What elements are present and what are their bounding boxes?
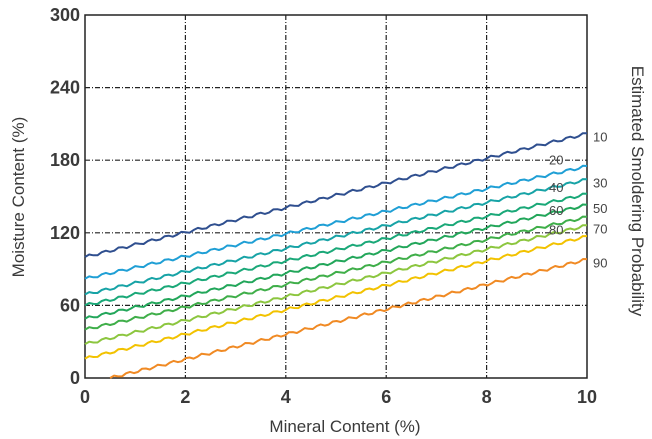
series-lines — [84, 132, 588, 379]
y-tick-labels: 0 60 120 180 240 300 — [50, 5, 80, 388]
series-label-30: 30 — [593, 176, 607, 191]
series-line-70 — [84, 224, 587, 345]
series-line-20 — [84, 164, 588, 280]
y-tick-label: 300 — [50, 5, 80, 25]
series-label-60: 60 — [549, 203, 563, 218]
grid — [85, 15, 587, 378]
x-tick-label: 10 — [577, 387, 597, 407]
y-tick-label: 120 — [50, 223, 80, 243]
series-label-90: 90 — [593, 255, 607, 270]
right-axis-label: Estimated Smoldering Probability — [628, 66, 647, 317]
y-tick-label: 60 — [60, 295, 80, 315]
series-label-70: 70 — [593, 222, 607, 237]
x-tick-label: 4 — [281, 387, 291, 407]
series-line-30 — [84, 178, 588, 296]
series-line-80 — [84, 235, 587, 360]
x-axis-label: Mineral Content (%) — [269, 417, 420, 436]
plot-frame — [84, 14, 588, 379]
series-line-50 — [84, 203, 588, 320]
y-axis-label: Moisture Content (%) — [9, 117, 28, 278]
x-tick-label: 2 — [180, 387, 190, 407]
series-line-90 — [109, 258, 588, 379]
series-line-10 — [84, 132, 588, 258]
series-labels: 10 20 30 40 50 60 70 80 90 — [549, 130, 607, 271]
y-tick-label: 240 — [50, 78, 80, 98]
series-label-20: 20 — [549, 152, 563, 167]
series-label-50: 50 — [593, 201, 607, 216]
x-tick-label: 6 — [381, 387, 391, 407]
x-tick-label: 0 — [80, 387, 90, 407]
x-tick-label: 8 — [482, 387, 492, 407]
y-tick-label: 0 — [70, 368, 80, 388]
y-tick-label: 180 — [50, 150, 80, 170]
series-label-10: 10 — [593, 130, 607, 145]
series-label-80: 80 — [549, 222, 563, 237]
series-line-60 — [84, 215, 588, 331]
x-tick-labels: 0 2 4 6 8 10 — [80, 387, 597, 407]
series-line-40 — [84, 192, 588, 307]
series-label-40: 40 — [549, 180, 563, 195]
